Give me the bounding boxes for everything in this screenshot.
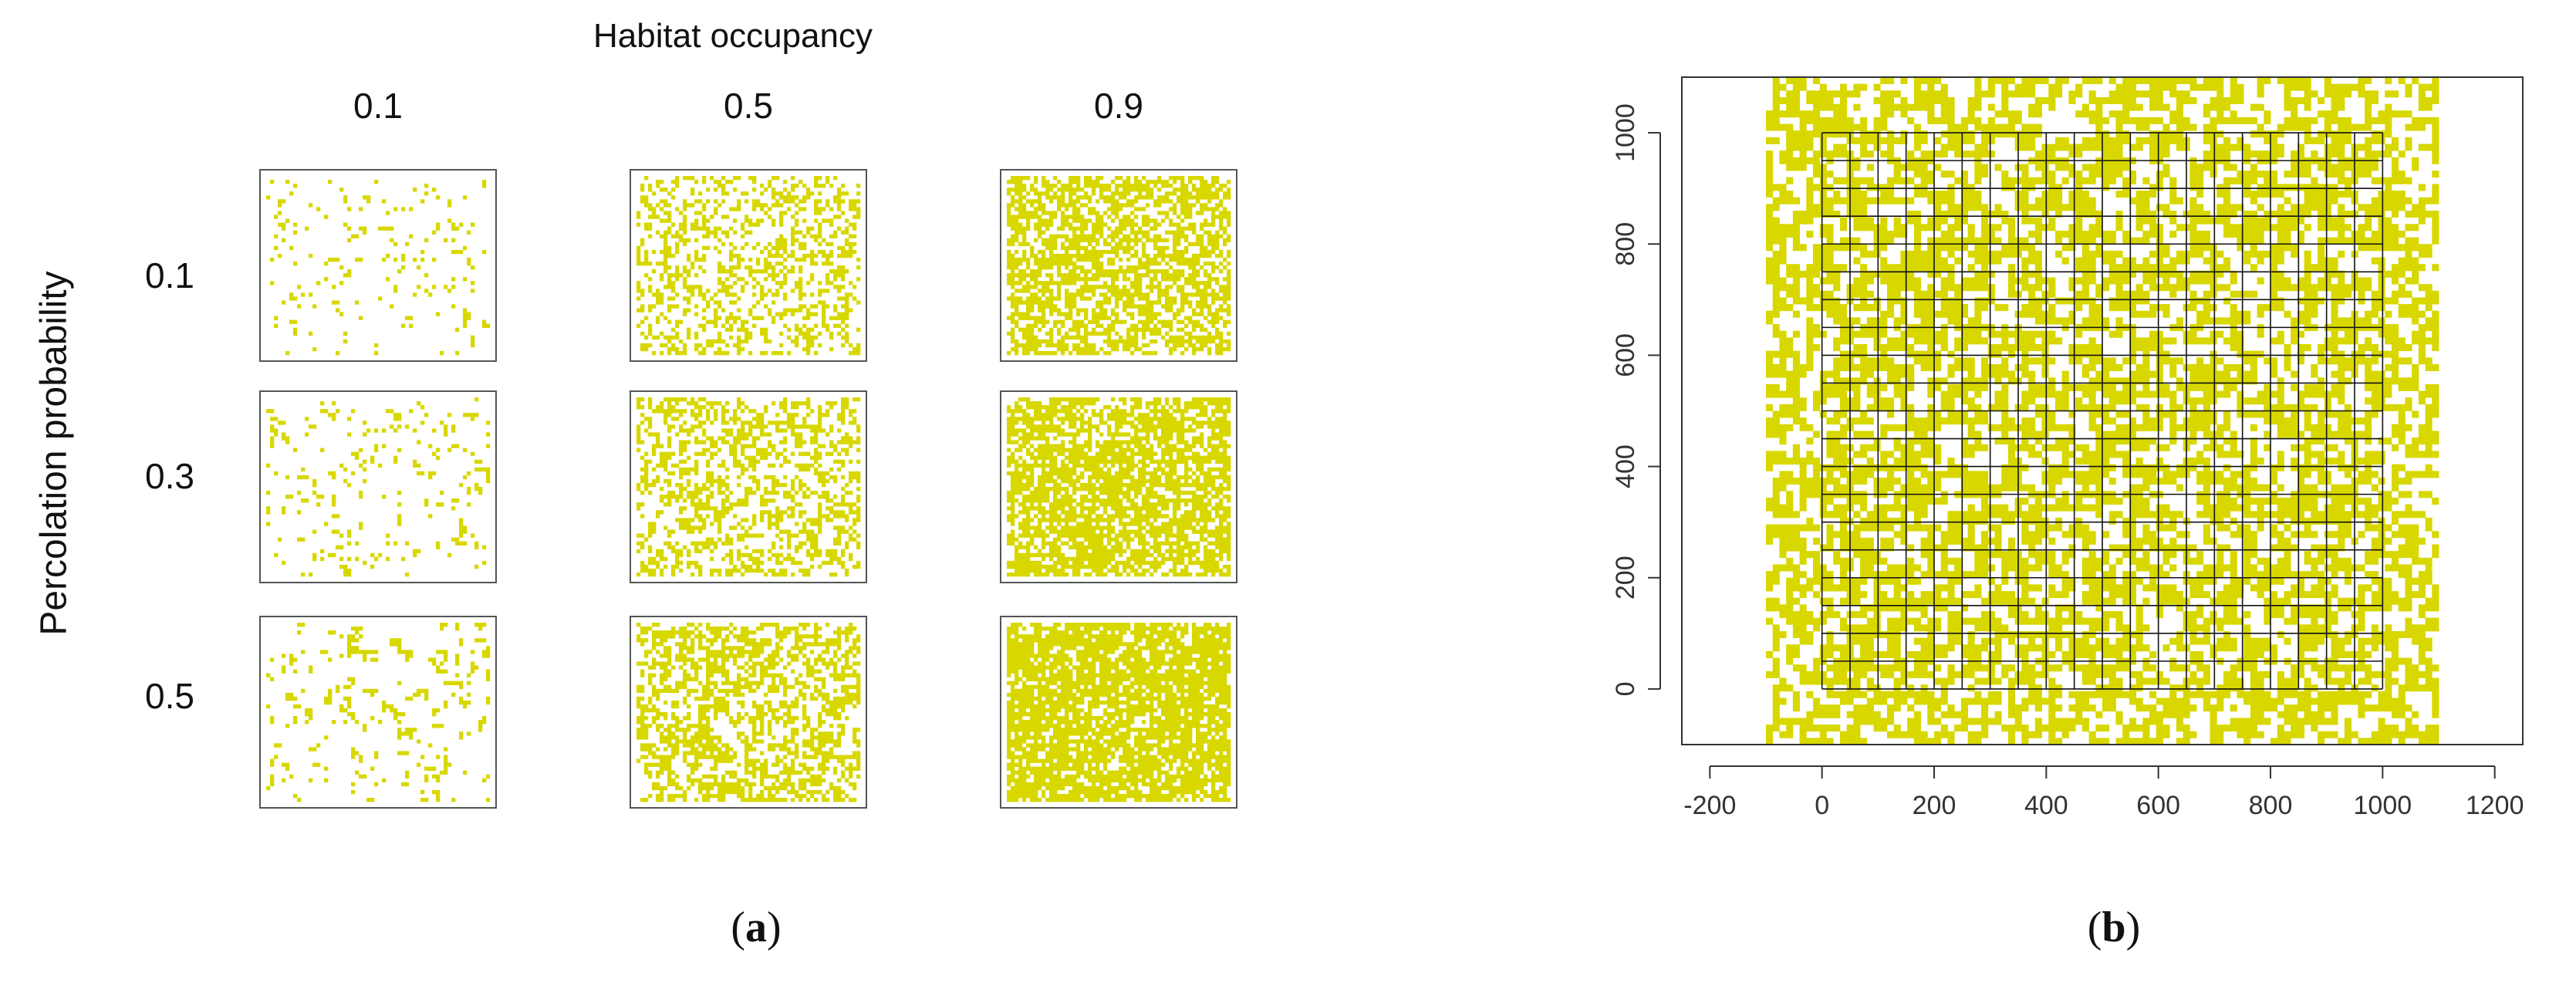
landscape-frame-r1-c1 (630, 390, 867, 583)
row-label-1: 0.3 (145, 456, 194, 496)
col-label-1: 0.5 (724, 86, 773, 126)
landscape-frame-r1-c0 (259, 390, 497, 583)
y-tick-label-1: 200 (1611, 556, 1640, 600)
x-tick-label-4: 600 (2136, 791, 2180, 820)
landscape-map-r1-c0 (259, 390, 497, 583)
landscape-map-r2-c1 (630, 616, 867, 809)
col-label-2: 0.9 (1094, 86, 1143, 126)
y-tick-label-5: 1000 (1611, 103, 1640, 162)
x-tick-label-5: 800 (2249, 791, 2293, 820)
habitat-cells (1766, 77, 2439, 745)
landscape-frame-r0-c0 (259, 169, 497, 362)
x-tick-label-1: 0 (1815, 791, 1829, 820)
y-tick-label-0: 0 (1611, 681, 1640, 696)
x-tick-label-2: 200 (1913, 791, 1956, 820)
sampling-grid (1821, 132, 2384, 690)
col-label-0: 0.1 (353, 86, 403, 126)
x-tick-label-3: 400 (2024, 791, 2068, 820)
panel-b-tag: (b) (2087, 904, 2141, 951)
landscape-map-r0-c0 (259, 169, 497, 362)
landscape-map-r1-c1 (630, 390, 867, 583)
landscape-map-r2-c0 (259, 616, 497, 809)
y-tick-label-4: 800 (1611, 222, 1640, 266)
landscape-map-r2-c2 (1000, 616, 1237, 809)
landscape-frame-r0-c2 (1000, 169, 1237, 362)
x-tick-label-0: -200 (1683, 791, 1736, 820)
landscape-map-r0-c1 (630, 169, 867, 362)
landscape-frame-r1-c2 (1000, 390, 1237, 583)
panel-a-tag: (a) (731, 904, 782, 951)
landscape-frame-r2-c1 (630, 616, 867, 809)
plot-frame (1681, 76, 2524, 745)
y-tick-label-2: 400 (1611, 444, 1640, 488)
landscape-frame-r0-c1 (630, 169, 867, 362)
row-label-0: 0.1 (145, 255, 194, 296)
panel-b-map: -200 0 200 400 600 800 1000 1200 0 200 400 600 800 10… (1611, 76, 2524, 820)
landscape-map-r0-c2 (1000, 169, 1237, 362)
x-tick-label-6: 1000 (2354, 791, 2412, 820)
panel-a-title: Habitat occupancy (593, 17, 873, 55)
landscape-map-r1-c2 (1000, 390, 1237, 583)
landscape-frame-r2-c0 (259, 616, 497, 809)
landscape-frame-r2-c2 (1000, 616, 1237, 809)
row-label-2: 0.5 (145, 676, 194, 716)
panel-a-grid (259, 169, 1237, 809)
y-tick-label-3: 600 (1611, 333, 1640, 377)
x-tick-label-7: 1200 (2466, 791, 2524, 820)
